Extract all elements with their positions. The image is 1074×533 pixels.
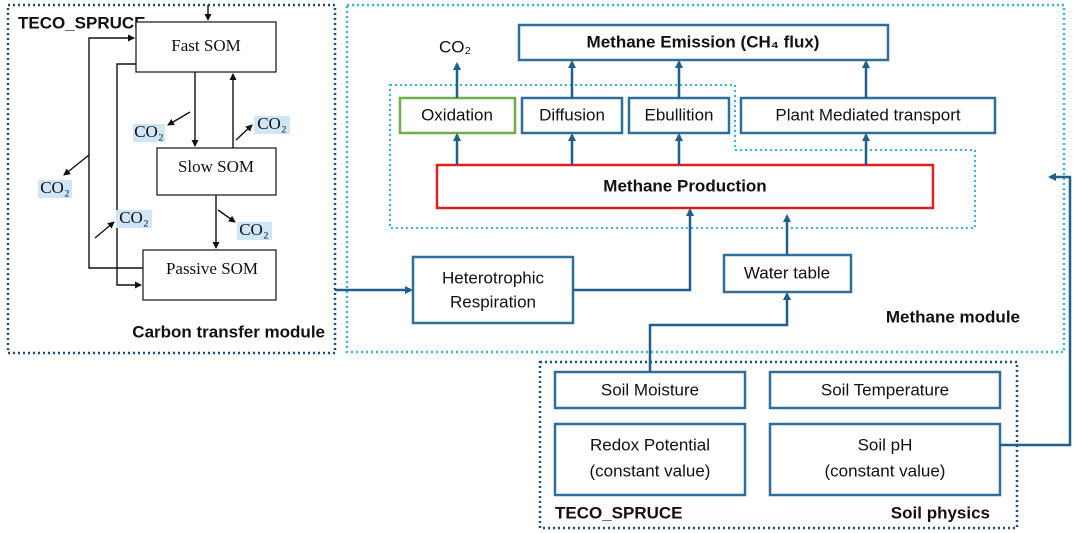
carbon-module-tag: TECO_SPRUCE (18, 13, 146, 32)
co2-label: CO₂ (239, 220, 269, 239)
respiration-label: Respiration (450, 292, 536, 311)
co2-badge (38, 180, 72, 198)
soil-label: (constant value) (825, 461, 946, 480)
arrow (63, 154, 90, 176)
pathway-label: Plant Mediated transport (775, 105, 960, 124)
carbon-module-frame (6, 3, 337, 355)
pathway-group-frame (389, 84, 976, 229)
co2-label: CO₂ (40, 178, 70, 197)
soil-box (553, 370, 747, 410)
production-box (435, 163, 935, 210)
arrow (116, 63, 142, 289)
co2-label: CO₂ (119, 208, 149, 227)
arrow (648, 292, 791, 372)
emission-label: Methane Emission (CH₄ flux) (587, 32, 820, 51)
water-table-label: Water table (744, 263, 830, 282)
co2-badge (237, 222, 272, 240)
emission-box (517, 23, 890, 62)
soil-module-tag: TECO_SPRUCE (555, 503, 683, 522)
pool-box (142, 249, 277, 301)
soil-label: Redox Potential (590, 435, 710, 454)
co2-label: CO₂ (134, 122, 164, 141)
methane-module-title: Methane module (886, 307, 1020, 326)
soil-label: Soil pH (858, 435, 913, 454)
pathway-label: Diffusion (539, 105, 605, 124)
co2-label: CO₂ (439, 37, 471, 56)
pathway-box (627, 96, 731, 135)
soil-label: Soil Moisture (601, 380, 699, 399)
carbon-module-title: Carbon transfer module (132, 322, 325, 341)
pool-label: Passive SOM (166, 259, 258, 278)
pool-box (135, 21, 277, 73)
production-label: Methane Production (603, 176, 766, 195)
pathway-box (520, 96, 624, 135)
arrow (217, 209, 236, 223)
pathway-label: Oxidation (421, 105, 493, 124)
methane-module-frame (345, 3, 1066, 354)
arrow (1000, 173, 1072, 447)
pathway-label: Ebullition (645, 105, 714, 124)
co2-badge (133, 124, 165, 142)
arrow (573, 208, 694, 292)
pool-box (156, 147, 277, 196)
soil-label: Soil Temperature (821, 380, 949, 399)
soil-label: (constant value) (590, 461, 711, 480)
pool-label: Fast SOM (171, 36, 240, 55)
respiration-box (411, 255, 575, 325)
soil-box (768, 370, 1002, 410)
co2-badge (254, 116, 290, 134)
pool-label: Slow SOM (178, 157, 254, 176)
arrow (235, 124, 253, 141)
arrow (167, 111, 191, 126)
co2-badge (116, 210, 152, 228)
pathway-box (398, 96, 517, 135)
soil-module-title: Soil physics (891, 503, 990, 522)
arrow (94, 221, 115, 239)
soil-box (553, 422, 747, 497)
co2-label: CO₂ (257, 114, 287, 133)
pathway-box (739, 96, 997, 135)
soil-box (768, 422, 1002, 497)
arrow (88, 34, 143, 269)
respiration-label: Heterotrophic (442, 268, 545, 287)
